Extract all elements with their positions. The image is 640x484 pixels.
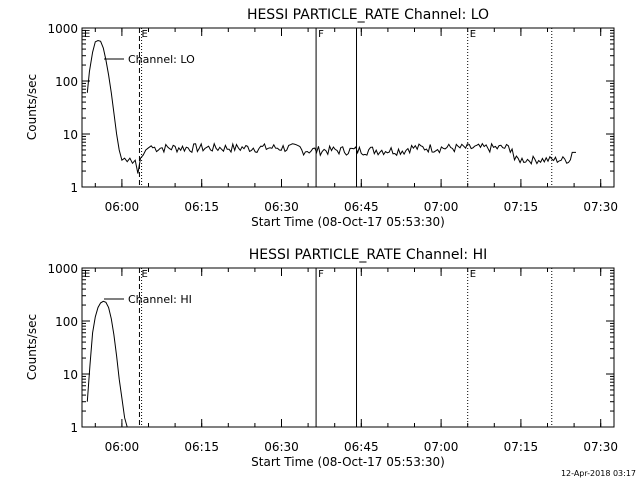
y-tick-label: 10 xyxy=(63,368,78,382)
event-marker-label: E xyxy=(470,29,476,40)
x-tick-label: 06:00 xyxy=(105,440,140,454)
series-line xyxy=(86,39,576,174)
x-tick-label: 06:00 xyxy=(105,200,140,214)
x-tick-label: 06:45 xyxy=(344,440,379,454)
plot-frame xyxy=(81,27,615,188)
event-marker-label: E xyxy=(141,29,147,40)
event-marker-label: E xyxy=(470,269,476,280)
event-marker-label: F xyxy=(318,29,324,40)
x-tick-label: 07:00 xyxy=(424,440,459,454)
x-tick-label: 07:30 xyxy=(583,440,618,454)
x-tick-label: 06:30 xyxy=(264,440,299,454)
y-tick-label: 1000 xyxy=(47,262,78,276)
x-tick-label: 07:00 xyxy=(424,200,459,214)
chart-title: HESSI PARTICLE_RATE Channel: LO xyxy=(247,7,489,23)
legend-label: Channel: LO xyxy=(128,53,195,66)
x-axis-label: Start Time (08-Oct-17 05:53:30) xyxy=(251,215,445,229)
y-tick-label: 100 xyxy=(55,75,78,89)
legend-label: Channel: HI xyxy=(128,293,192,306)
event-marker-label: E xyxy=(141,269,147,280)
plot-frame xyxy=(81,267,615,428)
x-tick-label: 07:15 xyxy=(504,440,539,454)
y-axis-label: Counts/sec xyxy=(25,314,39,380)
y-tick-label: 100 xyxy=(55,315,78,329)
x-tick-label: 06:30 xyxy=(264,200,299,214)
event-marker-label: E xyxy=(84,29,90,40)
y-tick-label: 1 xyxy=(70,421,78,435)
y-axis-label: Counts/sec xyxy=(25,74,39,140)
chart-title: HESSI PARTICLE_RATE Channel: HI xyxy=(249,247,487,263)
event-marker-label: F xyxy=(318,269,324,280)
x-tick-label: 06:15 xyxy=(184,440,219,454)
x-tick-label: 06:45 xyxy=(344,200,379,214)
y-tick-label: 10 xyxy=(63,128,78,142)
x-axis-label: Start Time (08-Oct-17 05:53:30) xyxy=(251,455,445,469)
y-tick-label: 1000 xyxy=(47,22,78,36)
y-tick-label: 1 xyxy=(70,181,78,195)
x-tick-label: 06:15 xyxy=(184,200,219,214)
x-tick-label: 07:30 xyxy=(583,200,618,214)
footer-stamp: 12-Apr-2018 03:17 xyxy=(560,469,636,478)
event-marker-label: E xyxy=(84,269,90,280)
series-line xyxy=(86,300,128,428)
x-tick-label: 07:15 xyxy=(504,200,539,214)
